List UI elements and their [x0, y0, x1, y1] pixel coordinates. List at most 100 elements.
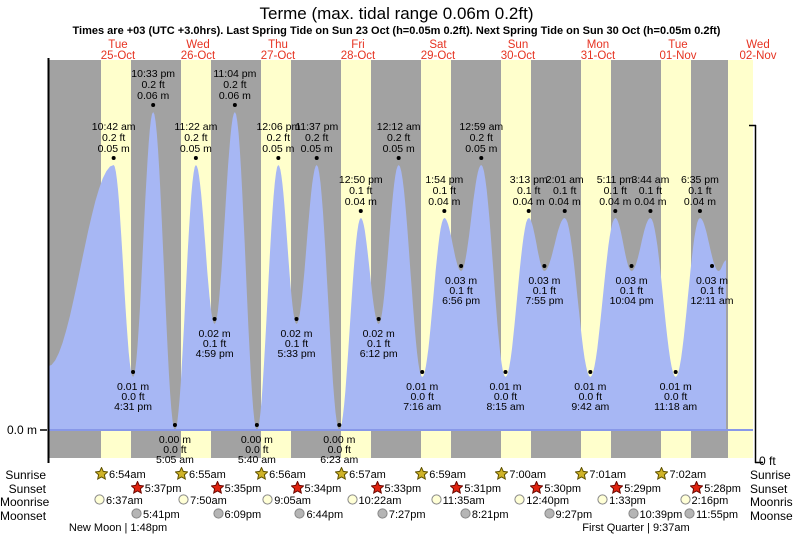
sunrise-star-icon [254, 466, 269, 483]
low-tide-dot [172, 423, 177, 427]
moonrise-circle-icon [514, 494, 525, 508]
low-tide-ft: 0.0 ft [163, 444, 186, 456]
low-tide-m: 0.01 m [660, 381, 692, 393]
low-tide-time: 7:55 pm [525, 295, 563, 307]
day-header-weekday: Tue [108, 39, 128, 51]
day-header-date: 01-Nov [659, 50, 697, 62]
moonrise-entry: 6:37am [94, 494, 143, 508]
low-tide-time: 5:40 am [238, 454, 276, 466]
high-tide-ft: 0.2 ft [387, 132, 410, 144]
day-header-weekday: Mon [586, 39, 610, 51]
high-tide-time: 2:01 am [546, 174, 584, 186]
sunrise-entry: 7:01am [574, 466, 626, 483]
low-tide-dot [503, 370, 508, 374]
moonset-time: 10:39pm [639, 509, 683, 521]
day-header: Tue 01-Nov [659, 39, 697, 62]
sunset-time: 5:34pm [304, 483, 342, 495]
high-tide-time: 1:54 pm [425, 174, 463, 186]
moonset-time: 11:55pm [696, 509, 738, 521]
sunrise-entry: 7:02am [654, 466, 706, 483]
day-header: Thu 27-Oct [260, 39, 296, 62]
high-tide-ft: 0.2 ft [470, 132, 493, 144]
moonset-circle-icon [684, 508, 695, 522]
subtitle: Times are +03 (UTC +3.0hrs). Last Spring… [72, 25, 721, 37]
sunrise-entry: 7:00am [494, 466, 546, 483]
moonset-entry: 6:44pm [294, 508, 343, 522]
low-tide-m: 0.03 m [445, 275, 477, 287]
sunset-entry: 5:34pm [289, 480, 342, 497]
sunrise-time: 6:54am [109, 469, 146, 481]
high-tide-m: 0.05 m [262, 143, 294, 155]
low-tide-dot [588, 370, 593, 374]
sunrise-star-icon [414, 466, 430, 483]
moonset-entry: 10:39pm [627, 508, 683, 522]
low-tide-time: 8:15 am [487, 401, 525, 413]
high-tide-m: 0.05 m [383, 143, 415, 155]
moonset-time: 9:27pm [555, 509, 593, 521]
sunrise-time: 6:56am [269, 469, 306, 481]
low-tide-ft: 0.0 ft [411, 391, 434, 403]
low-tide-dot [254, 423, 259, 427]
low-tide-ft: 0.0 ft [121, 391, 144, 403]
low-tide-dot [629, 264, 634, 268]
sunset-entry: 5:37pm [129, 480, 182, 497]
low-tide-time: 6:23 am [320, 454, 358, 466]
moonset-row-label-right: Moonset [750, 509, 793, 523]
sunset-time: 5:35pm [224, 483, 262, 495]
low-tide-ft: 0.1 ft [449, 285, 472, 297]
high-tide-ft: 0.1 ft [639, 185, 662, 197]
sunrise-entry: 6:54am [94, 466, 146, 483]
low-tide-dot [542, 264, 547, 268]
day-header: Fri 28-Oct [341, 39, 376, 62]
high-tide-m: 0.06 m [137, 90, 169, 102]
moonset-time: 6:44pm [306, 509, 344, 521]
low-tide-dot [337, 423, 342, 427]
sunrise-star-icon [574, 466, 590, 483]
day-header: Mon 31-Oct [581, 39, 616, 62]
sunset-time: 5:30pm [544, 483, 582, 495]
low-tide-time: 6:56 pm [442, 295, 480, 307]
low-tide-m: 0.02 m [363, 328, 395, 340]
sunset-time: 5:31pm [464, 483, 502, 495]
sunrise-entry: 6:59am [414, 466, 466, 483]
sunrise-star-icon [94, 466, 109, 483]
moonset-time: 8:21pm [471, 509, 509, 521]
sunset-entry: 5:33pm [369, 480, 421, 497]
high-tide-dot [358, 209, 363, 213]
moonset-time: 7:27pm [388, 509, 426, 521]
high-tide-ft: 0.1 ft [604, 185, 627, 197]
low-tide-time: 5:33 pm [278, 348, 316, 360]
high-tide-m: 0.04 m [634, 196, 666, 208]
high-tide-m: 0.04 m [549, 196, 581, 208]
moonset-entry: 6:09pm [212, 508, 261, 522]
sunset-star-icon [209, 480, 225, 497]
high-tide-m: 0.04 m [345, 196, 377, 208]
moonrise-time: 9:05am [274, 495, 311, 507]
moonrise-entry: 10:22am [346, 494, 401, 508]
sunset-star-icon [529, 480, 545, 497]
sunset-entry: 5:31pm [449, 480, 502, 497]
low-tide-ft: 0.0 ft [494, 391, 517, 403]
high-tide-dot [314, 156, 319, 160]
day-header-weekday: Sat [429, 39, 447, 51]
left-axis-zero-label: 0.0 m [6, 423, 37, 437]
low-tide-m: 0.03 m [696, 275, 728, 287]
moonrise-time: 12:40pm [526, 495, 570, 507]
high-tide-m: 0.05 m [98, 143, 130, 155]
high-tide-time: 3:44 am [631, 174, 669, 186]
day-header-date: 27-Oct [260, 50, 296, 62]
sunset-time: 5:37pm [144, 483, 182, 495]
moonrise-entry: 1:33pm [597, 494, 646, 508]
high-tide-time: 11:37 pm [295, 121, 338, 133]
sunset-time: 5:28pm [704, 483, 741, 495]
moonset-circle-icon [131, 508, 142, 522]
sunset-row-label-left: Sunset [8, 482, 46, 496]
low-tide-time: 10:04 pm [610, 295, 654, 307]
sunset-row-label-right: Sunset [750, 482, 788, 496]
low-tide-m: 0.02 m [199, 328, 231, 340]
moonset-circle-icon [212, 508, 224, 522]
low-tide-m: 0.03 m [616, 275, 648, 287]
sunset-entry: 5:28pm [689, 480, 741, 497]
sunrise-star-icon [174, 466, 189, 483]
high-tide-m: 0.05 m [180, 143, 212, 155]
